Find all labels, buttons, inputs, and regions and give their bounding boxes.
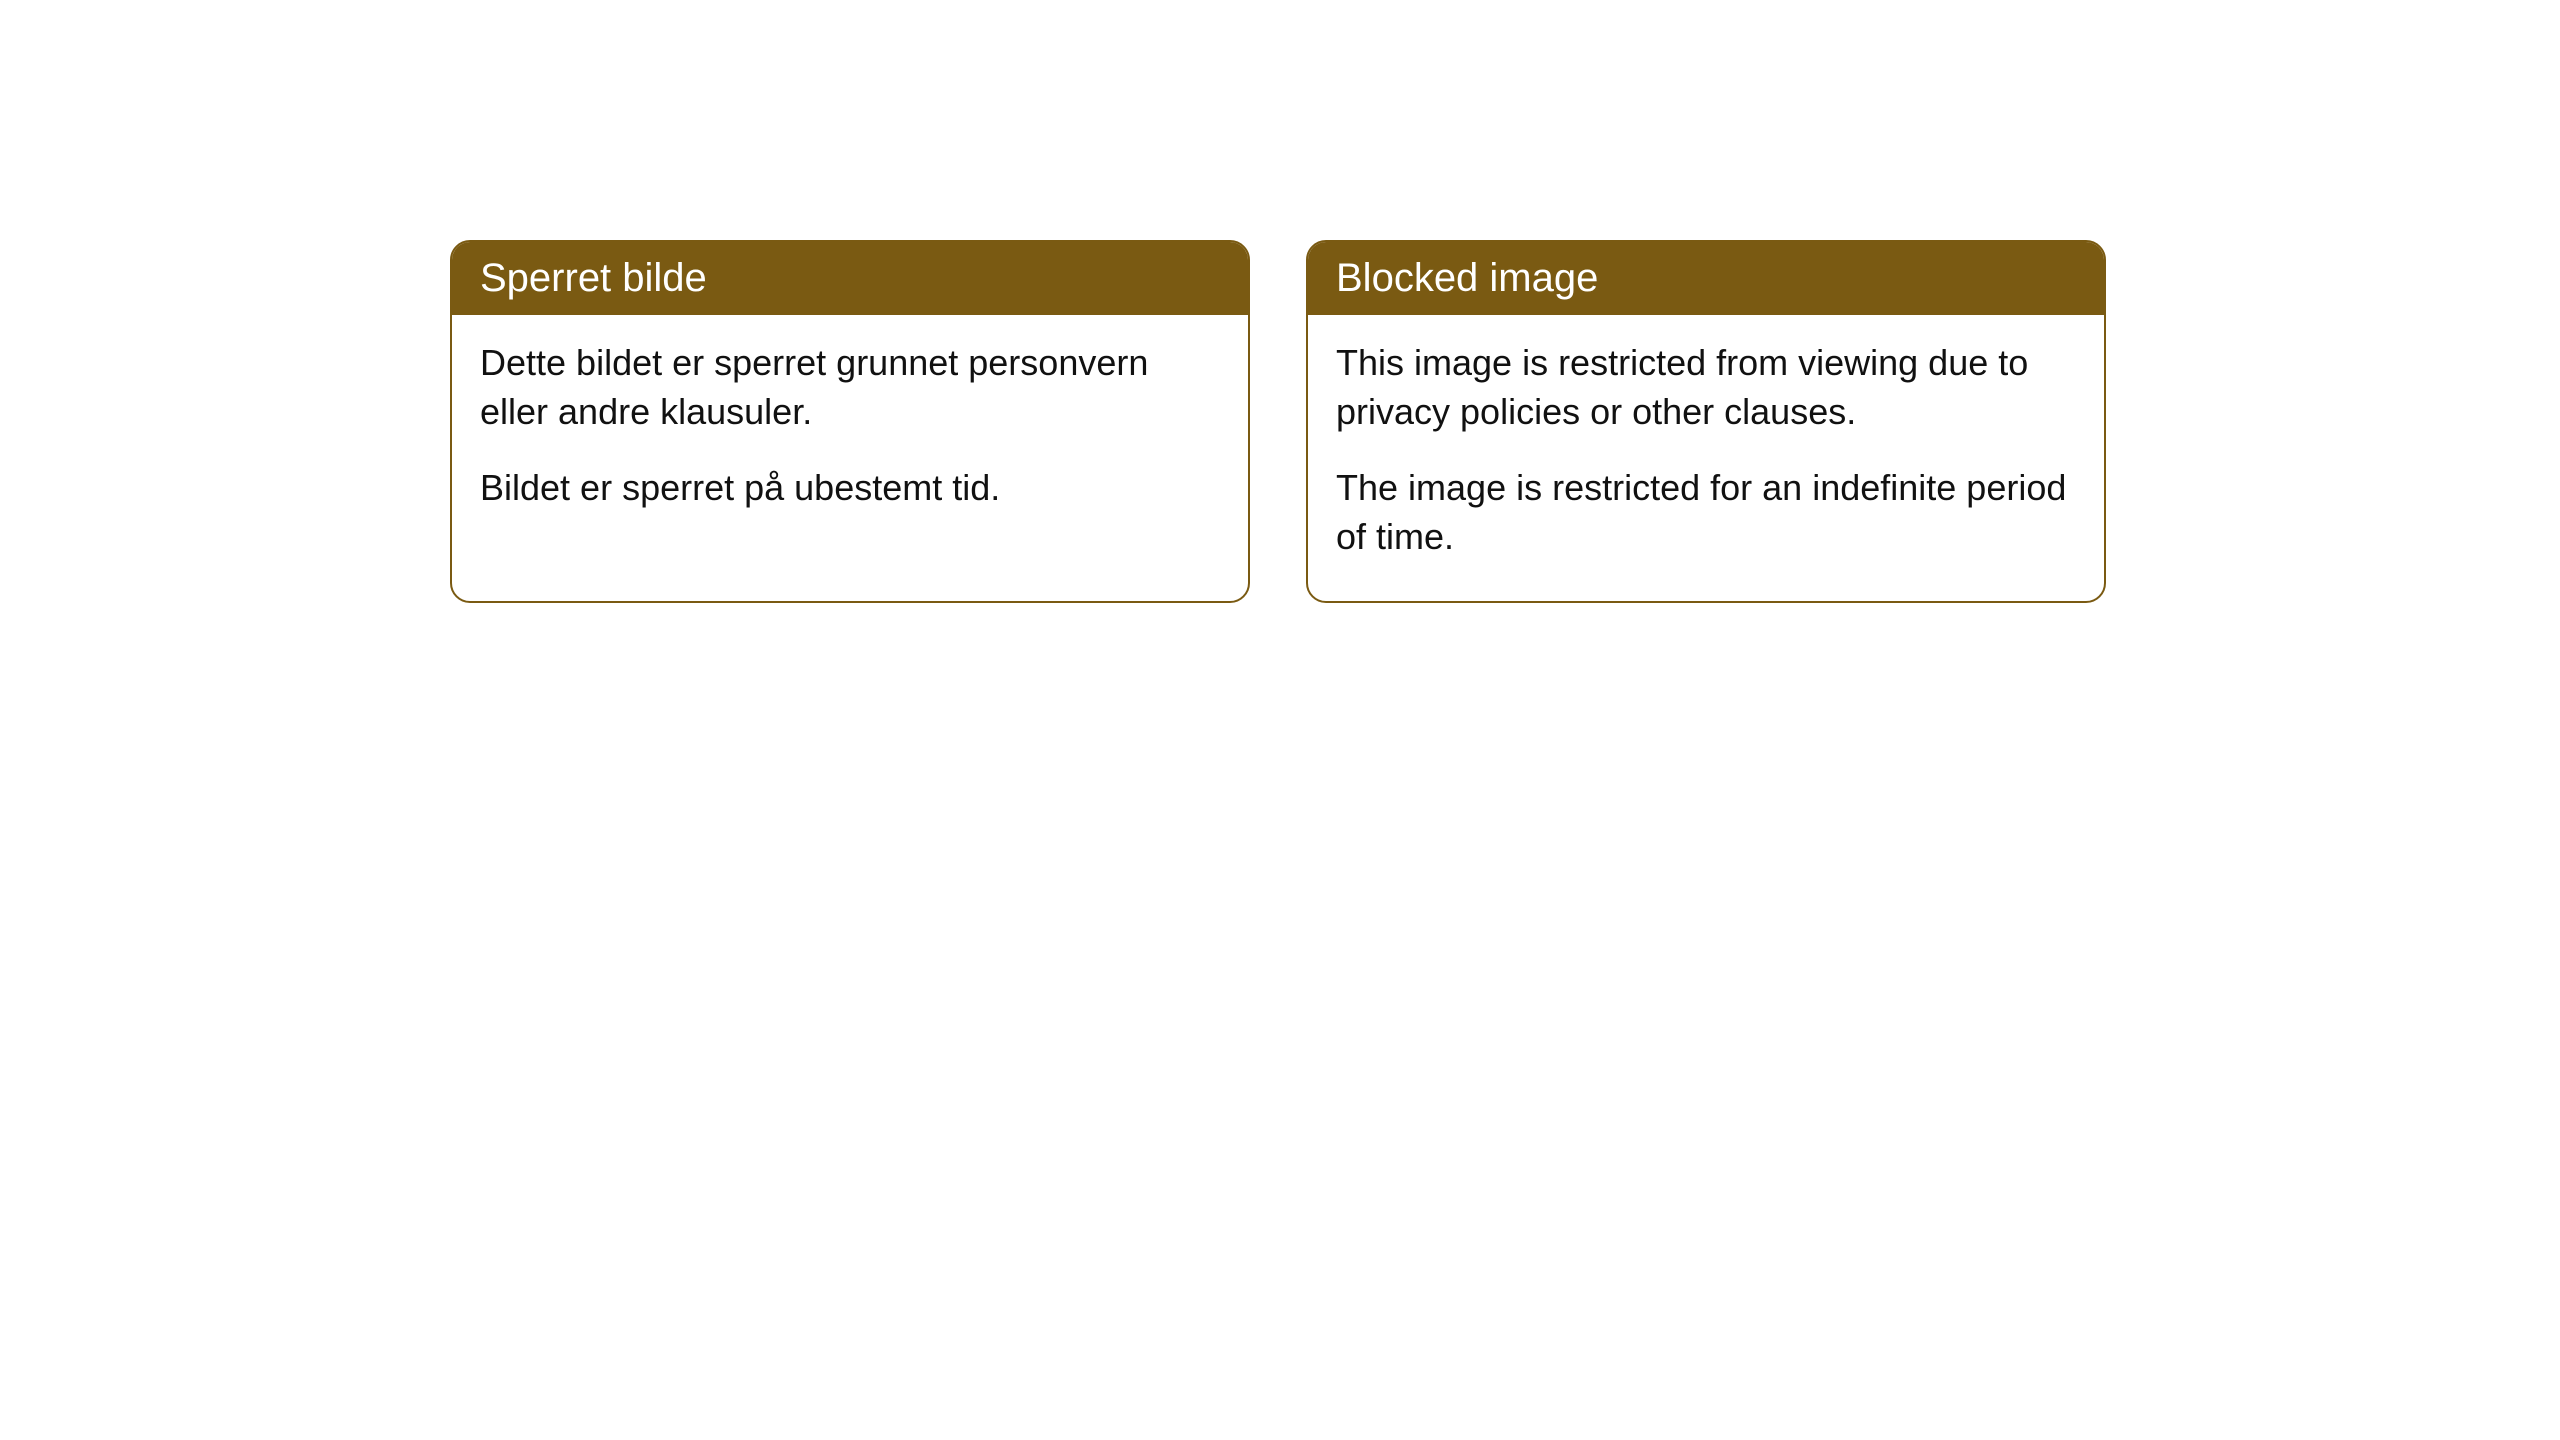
notice-paragraph: This image is restricted from viewing du…	[1336, 339, 2076, 436]
notice-body-norwegian: Dette bildet er sperret grunnet personve…	[452, 315, 1248, 553]
notice-title-norwegian: Sperret bilde	[480, 256, 707, 300]
notice-title-english: Blocked image	[1336, 256, 1598, 300]
notice-paragraph: Dette bildet er sperret grunnet personve…	[480, 339, 1220, 436]
notice-container: Sperret bilde Dette bildet er sperret gr…	[0, 0, 2560, 603]
notice-header-english: Blocked image	[1308, 242, 2104, 315]
notice-paragraph: Bildet er sperret på ubestemt tid.	[480, 464, 1220, 513]
notice-paragraph: The image is restricted for an indefinit…	[1336, 464, 2076, 561]
notice-header-norwegian: Sperret bilde	[452, 242, 1248, 315]
notice-box-norwegian: Sperret bilde Dette bildet er sperret gr…	[450, 240, 1250, 603]
notice-body-english: This image is restricted from viewing du…	[1308, 315, 2104, 601]
notice-box-english: Blocked image This image is restricted f…	[1306, 240, 2106, 603]
